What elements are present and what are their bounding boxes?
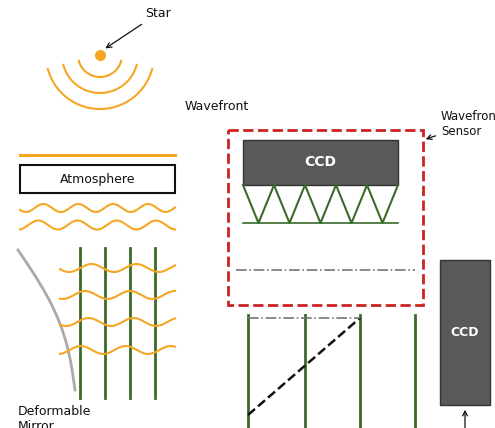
Text: Atmosphere: Atmosphere <box>60 172 135 185</box>
Bar <box>20 165 175 193</box>
Text: Deformable
Mirror: Deformable Mirror <box>18 405 92 428</box>
Bar <box>228 130 423 305</box>
Bar <box>440 260 490 405</box>
Text: CCD: CCD <box>304 155 337 169</box>
Text: Wavefront: Wavefront <box>185 100 249 113</box>
Bar <box>243 140 398 185</box>
Text: CCD: CCD <box>451 326 479 339</box>
Text: Star: Star <box>106 7 171 48</box>
Text: Science Camera: Science Camera <box>417 411 495 428</box>
Text: Wavefront
Sensor: Wavefront Sensor <box>427 110 495 140</box>
